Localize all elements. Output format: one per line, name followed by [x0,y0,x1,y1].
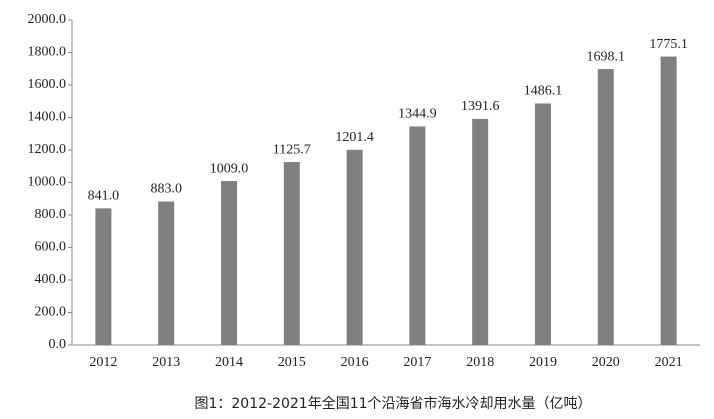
x-tick-label: 2020 [592,355,620,370]
value-label: 1125.7 [273,142,311,157]
x-tick-label: 2018 [466,355,494,370]
bar [597,69,614,345]
y-tick-label: 1600.0 [28,77,67,92]
y-tick-label: 200.0 [35,305,67,320]
bar [221,181,237,345]
value-label: 1391.6 [461,99,500,114]
value-label: 841.0 [88,189,120,204]
x-tick-label: 2017 [403,355,431,370]
x-tick-label: 2016 [341,355,369,370]
y-tick-label: 400.0 [35,272,67,287]
bar [158,201,175,345]
chart-title: 图1：2012-2021年全国11个沿海省市海水冷却用水量（亿吨） [194,395,591,412]
x-tick-label: 2019 [529,355,557,370]
bar [283,162,300,345]
y-tick-label: 1800.0 [28,45,67,60]
bar [660,56,677,345]
value-label: 1344.9 [398,107,437,122]
y-tick-label: 0.0 [49,337,67,352]
y-tick-label: 1000.0 [28,175,67,190]
x-tick-label: 2014 [215,355,243,370]
x-tick-label: 2013 [152,355,180,370]
bar [409,126,426,345]
x-tick-label: 2012 [89,355,117,370]
value-label: 1486.1 [524,84,563,99]
y-tick-label: 1400.0 [28,110,67,125]
y-tick-label: 600.0 [35,240,67,255]
x-tick-label: 2021 [655,355,683,370]
bar [472,118,489,346]
value-label: 1201.4 [335,130,374,145]
bar [95,208,112,345]
x-tick-label: 2015 [278,355,306,370]
value-label: 1775.1 [649,37,688,52]
y-tick-label: 1200.0 [28,142,67,157]
y-tick-label: 2000.0 [28,12,67,27]
value-label: 1698.1 [587,49,626,64]
bar [346,149,363,345]
value-label: 1009.0 [210,161,249,176]
value-label: 883.0 [150,182,182,197]
y-tick-label: 800.0 [35,207,67,222]
bar [535,103,551,345]
